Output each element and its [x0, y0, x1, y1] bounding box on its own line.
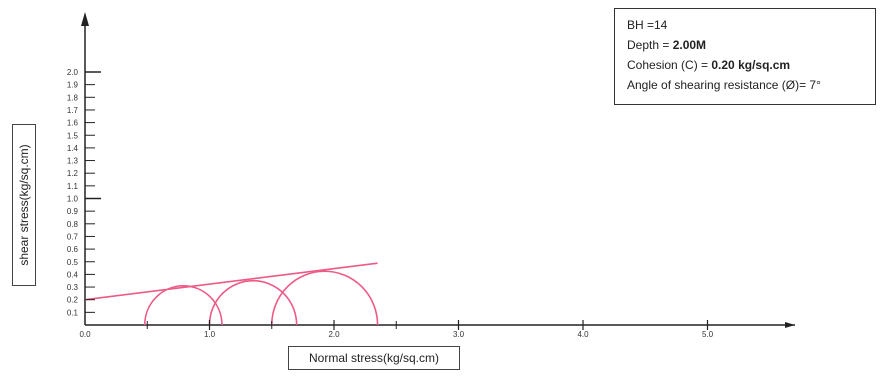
x-tick-label: 0.0 — [79, 330, 91, 339]
y-ticks: 0.1 0.2 0.3 0.4 0.5 0.6 0.7 0.8 0.9 1.0 1.1 1.2 1.3 1… — [67, 68, 101, 317]
y-tick-label: 0.7 — [67, 232, 79, 241]
y-tick-label: 0.1 — [67, 308, 79, 317]
mohr-circles — [143, 270, 379, 326]
y-tick-label: 0.6 — [67, 245, 79, 254]
envelope-line — [84, 262, 378, 301]
y-tick-label: 1.3 — [67, 157, 79, 166]
axes — [81, 12, 795, 328]
cohesion-value: 0.20 kg/sq.cm — [711, 58, 791, 72]
y-tick-label: 1.0 — [67, 195, 79, 204]
mohr-circle — [270, 270, 379, 326]
y-tick-label: 0.9 — [67, 207, 79, 216]
x-axis-arrow — [785, 322, 795, 328]
y-tick-label: 1.7 — [67, 106, 79, 115]
y-tick-label: 1.1 — [67, 182, 79, 191]
depth-line: Depth = 2.00M — [627, 35, 875, 55]
y-tick-label: 0.3 — [67, 283, 79, 292]
bh-label: BH =14 — [627, 18, 668, 32]
y-tick-label: 0.4 — [67, 270, 79, 279]
angle-label: Angle of shearing resistance (Ø)= 7° — [627, 78, 821, 92]
y-tick-label: 0.5 — [67, 258, 79, 267]
depth-value: 2.00M — [672, 38, 707, 52]
y-axis-arrow — [81, 12, 89, 26]
y-tick-label: 0.2 — [67, 296, 79, 305]
y-tick-label: 1.9 — [67, 81, 79, 90]
x-ticks: 0.0 1.0 2.0 3.0 4.0 5.0 — [79, 320, 714, 339]
y-axis-label: shear stress(kg/sq.cm) — [17, 144, 31, 266]
failure-envelope — [84, 262, 378, 301]
y-tick-label: 1.4 — [67, 144, 79, 153]
x-tick-label: 1.0 — [204, 330, 216, 339]
cohesion-line: Cohesion (C) = 0.20 kg/sq.cm — [627, 55, 875, 75]
x-tick-label: 4.0 — [577, 330, 589, 339]
y-tick-label: 0.8 — [67, 220, 79, 229]
depth-label: Depth = — [627, 38, 673, 52]
mohr-circle — [208, 279, 298, 326]
y-tick-label: 1.2 — [67, 169, 79, 178]
soil-parameters-box: BH =14 Depth = 2.00M Cohesion (C) = 0.20… — [614, 8, 876, 105]
y-axis-label-box: shear stress(kg/sq.cm) — [12, 124, 36, 286]
x-axis-label: Normal stress(kg/sq.cm) — [288, 346, 460, 370]
y-tick-label: 1.8 — [67, 93, 79, 102]
x-tick-label: 3.0 — [453, 330, 465, 339]
y-tick-label: 1.5 — [67, 131, 79, 140]
cohesion-label: Cohesion (C) = — [627, 58, 712, 72]
x-tick-label: 2.0 — [328, 330, 340, 339]
mohr-circle — [143, 284, 223, 326]
x-tick-label: 5.0 — [702, 330, 714, 339]
y-tick-label: 1.6 — [67, 119, 79, 128]
y-tick-label: 2.0 — [67, 68, 79, 77]
